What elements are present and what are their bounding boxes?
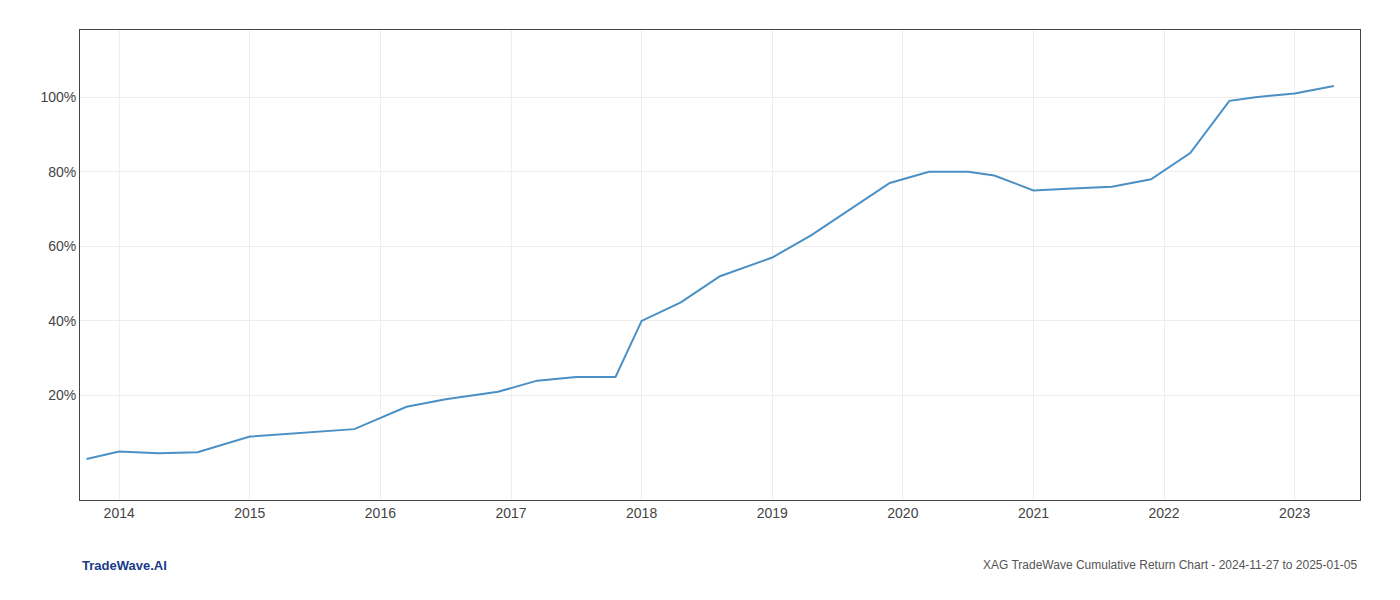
svg-text:60%: 60% [48, 238, 76, 254]
svg-text:2021: 2021 [1018, 505, 1049, 521]
svg-text:2018: 2018 [626, 505, 657, 521]
svg-text:40%: 40% [48, 313, 76, 329]
svg-text:2016: 2016 [365, 505, 396, 521]
svg-text:2020: 2020 [887, 505, 918, 521]
svg-text:2014: 2014 [104, 505, 135, 521]
svg-text:80%: 80% [48, 164, 76, 180]
svg-text:TradeWave.AI: TradeWave.AI [82, 558, 167, 573]
svg-text:100%: 100% [40, 89, 76, 105]
svg-text:2022: 2022 [1149, 505, 1180, 521]
svg-text:20%: 20% [48, 387, 76, 403]
svg-text:2023: 2023 [1279, 505, 1310, 521]
svg-text:XAG TradeWave Cumulative Retur: XAG TradeWave Cumulative Return Chart - … [983, 558, 1358, 572]
svg-text:2019: 2019 [757, 505, 788, 521]
svg-text:2015: 2015 [234, 505, 265, 521]
svg-text:2017: 2017 [495, 505, 526, 521]
